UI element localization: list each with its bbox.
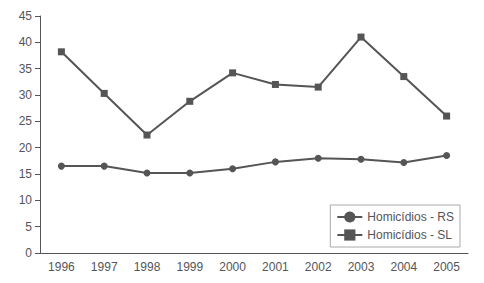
svg-text:10: 10 bbox=[19, 193, 33, 207]
svg-text:5: 5 bbox=[25, 220, 32, 234]
svg-text:1997: 1997 bbox=[91, 260, 118, 274]
svg-text:2001: 2001 bbox=[262, 260, 289, 274]
svg-text:2000: 2000 bbox=[219, 260, 246, 274]
svg-text:20: 20 bbox=[19, 141, 33, 155]
svg-text:2004: 2004 bbox=[390, 260, 417, 274]
svg-text:1998: 1998 bbox=[134, 260, 161, 274]
svg-text:1996: 1996 bbox=[48, 260, 75, 274]
svg-text:Homicídios - SL: Homicídios - SL bbox=[367, 228, 452, 242]
svg-text:45: 45 bbox=[19, 9, 33, 23]
svg-text:2002: 2002 bbox=[305, 260, 332, 274]
svg-text:30: 30 bbox=[19, 88, 33, 102]
svg-text:Homicídios - RS: Homicídios - RS bbox=[367, 210, 454, 224]
svg-text:40: 40 bbox=[19, 35, 33, 49]
svg-text:0: 0 bbox=[25, 246, 32, 260]
svg-text:2005: 2005 bbox=[433, 260, 460, 274]
svg-text:35: 35 bbox=[19, 62, 33, 76]
svg-text:15: 15 bbox=[19, 167, 33, 181]
svg-text:1999: 1999 bbox=[176, 260, 203, 274]
svg-text:2003: 2003 bbox=[348, 260, 375, 274]
svg-text:25: 25 bbox=[19, 114, 33, 128]
